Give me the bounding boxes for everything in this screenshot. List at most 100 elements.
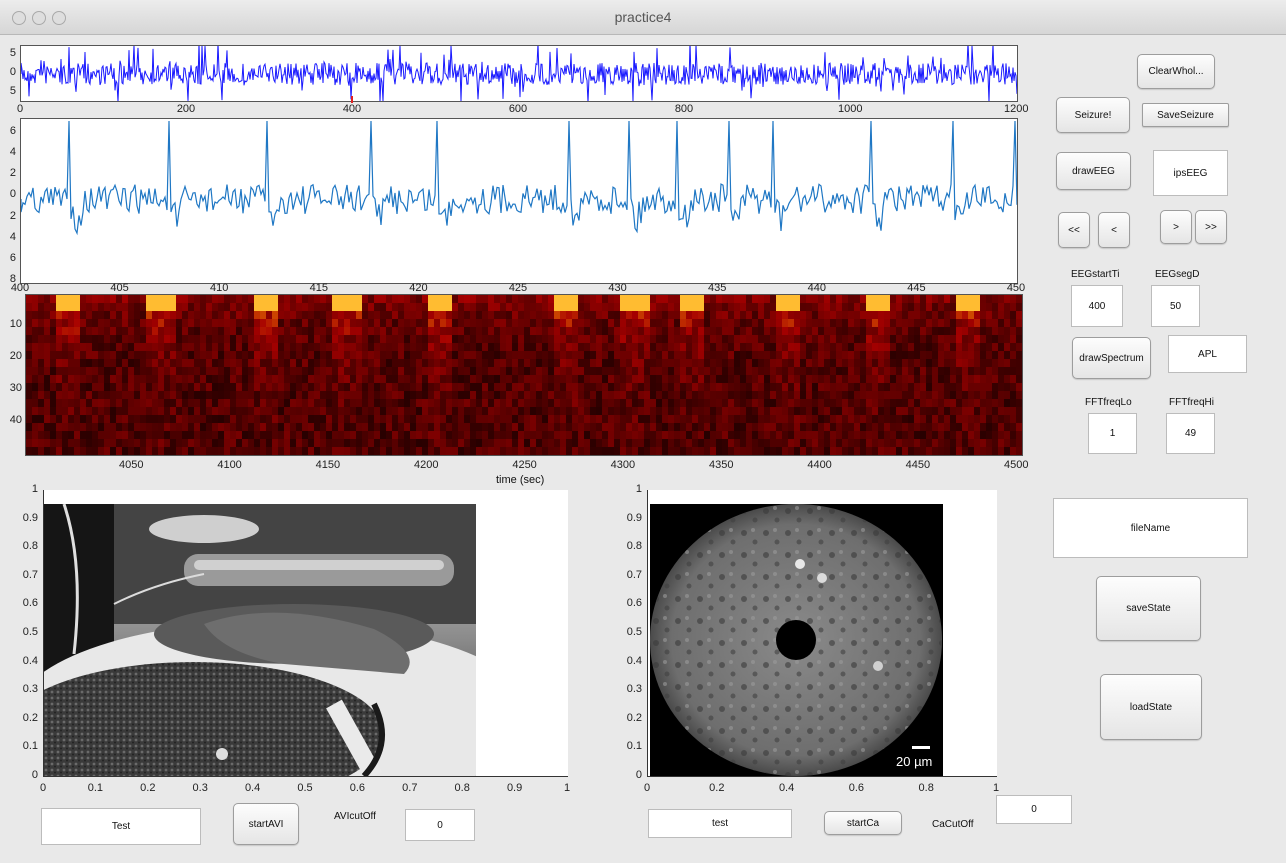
draw-eeg-button[interactable]: drawEEG [1056, 152, 1131, 190]
save-seizure-button[interactable]: SaveSeizure [1142, 103, 1229, 127]
eeg-start-label: EEGstartTi [1071, 269, 1120, 280]
y-tick-label: 0.2 [626, 711, 642, 724]
overview-signal-line [21, 46, 1017, 101]
x-tick-label: 0.2 [709, 782, 725, 794]
y-tick-label: 0.7 [626, 568, 642, 581]
y-tick-label: 0.4 [22, 654, 38, 667]
eeg-signal-line [21, 120, 1017, 236]
y-tick-label: 0.8 [626, 540, 642, 553]
y-tick-label: 0 [9, 66, 16, 78]
ca-cutoff-input[interactable]: 0 [996, 795, 1072, 824]
x-tick-label: 0.8 [454, 782, 470, 794]
minimize-window-button[interactable] [32, 11, 46, 25]
x-tick-label: 0.8 [918, 782, 934, 794]
y-tick-label: 8 [9, 273, 16, 285]
y-tick-label: 0.7 [22, 568, 38, 581]
y-tick-label: 0 [31, 769, 38, 781]
x-tick-label: 4250 [512, 459, 537, 471]
seizure-button[interactable]: Seizure! [1056, 97, 1130, 133]
spectrogram-plot[interactable] [25, 294, 1023, 456]
x-tick-label: 0.5 [297, 782, 313, 794]
eeg-seg-input[interactable]: 50 [1151, 285, 1200, 327]
mouse-video-frame [44, 504, 476, 776]
ips-eeg-field[interactable]: ipsEEG [1153, 150, 1228, 196]
x-tick-label: 800 [674, 103, 694, 115]
close-window-button[interactable] [12, 11, 26, 25]
y-tick-label: 20 [9, 350, 22, 362]
y-tick-label: 0.4 [626, 654, 642, 667]
y-tick-label: 0.6 [626, 597, 642, 610]
x-tick-label: 435 [708, 282, 727, 294]
x-tick-label: 400 [342, 103, 362, 115]
eeg-trace [21, 120, 1017, 236]
x-tick-label: 415 [309, 282, 328, 294]
y-tick-label: 1 [635, 483, 642, 495]
start-ca-button[interactable]: startCa [824, 811, 902, 835]
apl-field[interactable]: APL [1168, 335, 1247, 373]
window-title: practice4 [614, 9, 672, 25]
y-tick-label: 5 [9, 85, 16, 97]
y-tick-label: 0.5 [626, 626, 642, 638]
y-tick-label: 30 [9, 382, 22, 394]
x-tick-label: 0.6 [848, 782, 865, 794]
y-tick-label: 0 [635, 769, 642, 781]
overview-trace [21, 46, 1017, 101]
x-tick-label: 0.1 [87, 782, 104, 794]
y-tick-label: 0 [9, 188, 16, 201]
x-tick-label: 1200 [1004, 103, 1029, 115]
x-tick-label: 0.4 [244, 782, 261, 794]
x-tick-label: 4400 [807, 459, 832, 471]
x-tick-label: 4150 [315, 459, 341, 471]
x-tick-label: 0.9 [506, 782, 523, 794]
calcium-image-plot[interactable]: 20 µm [647, 490, 997, 777]
eeg-segment-plot[interactable] [20, 118, 1018, 284]
overview-eeg-plot[interactable] [20, 45, 1018, 102]
prev-fast-button[interactable]: << [1058, 212, 1090, 248]
y-tick-label: 2 [9, 209, 16, 222]
draw-spectrum-button[interactable]: drawSpectrum [1072, 337, 1151, 379]
y-tick-label: 6 [9, 125, 16, 137]
avi-cutoff-label: AVIcutOff [334, 811, 376, 822]
eeg-start-input[interactable]: 400 [1071, 285, 1123, 327]
x-tick-label: 0 [16, 103, 24, 115]
y-tick-label: 10 [9, 318, 22, 330]
ca-name-input[interactable]: test [648, 809, 792, 838]
video-frame-plot[interactable] [43, 490, 568, 777]
start-avi-button[interactable]: startAVI [233, 803, 299, 845]
avi-name-input[interactable]: Test [41, 808, 201, 845]
x-tick-label: 0.4 [778, 782, 795, 794]
next-button[interactable]: > [1160, 210, 1192, 244]
file-name-input[interactable]: fileName [1053, 498, 1248, 558]
x-tick-label: 430 [608, 282, 627, 294]
x-tick-label: 4450 [905, 459, 931, 471]
y-tick-label: 0.2 [22, 711, 38, 724]
zoom-window-button[interactable] [52, 11, 66, 25]
clear-whole-button[interactable]: ClearWhol... [1137, 54, 1215, 89]
prev-button[interactable]: < [1098, 212, 1130, 248]
y-tick-label: 0.1 [22, 740, 38, 753]
y-tick-label: 0.5 [22, 626, 38, 638]
y-tick-label: 6 [9, 251, 16, 264]
spectrogram-image [26, 295, 1022, 455]
x-tick-label: 445 [907, 282, 926, 294]
x-tick-label: 200 [176, 103, 196, 115]
y-tick-label: 40 [9, 414, 22, 426]
y-tick-label: 4 [9, 146, 16, 159]
avi-cutoff-input[interactable]: 0 [405, 809, 475, 841]
save-state-button[interactable]: saveState [1096, 576, 1201, 641]
fft-hi-input[interactable]: 49 [1166, 413, 1215, 454]
overview-cursor-marker [351, 96, 353, 103]
x-tick-label: 420 [409, 282, 428, 294]
x-tick-label: 405 [110, 282, 129, 294]
load-state-button[interactable]: loadState [1100, 674, 1202, 740]
x-tick-label: 0 [643, 782, 651, 794]
x-tick-label: 4350 [709, 459, 734, 471]
fft-lo-input[interactable]: 1 [1088, 413, 1137, 454]
y-tick-label: 0.9 [22, 511, 38, 524]
x-tick-label: 0.6 [349, 782, 366, 794]
next-fast-button[interactable]: >> [1195, 210, 1227, 244]
calcium-fov-image: 20 µm [650, 504, 943, 776]
ca-cutoff-label: CaCutOff [932, 819, 974, 830]
y-tick-label: 1 [31, 483, 38, 495]
x-tick-label: 410 [210, 282, 229, 294]
